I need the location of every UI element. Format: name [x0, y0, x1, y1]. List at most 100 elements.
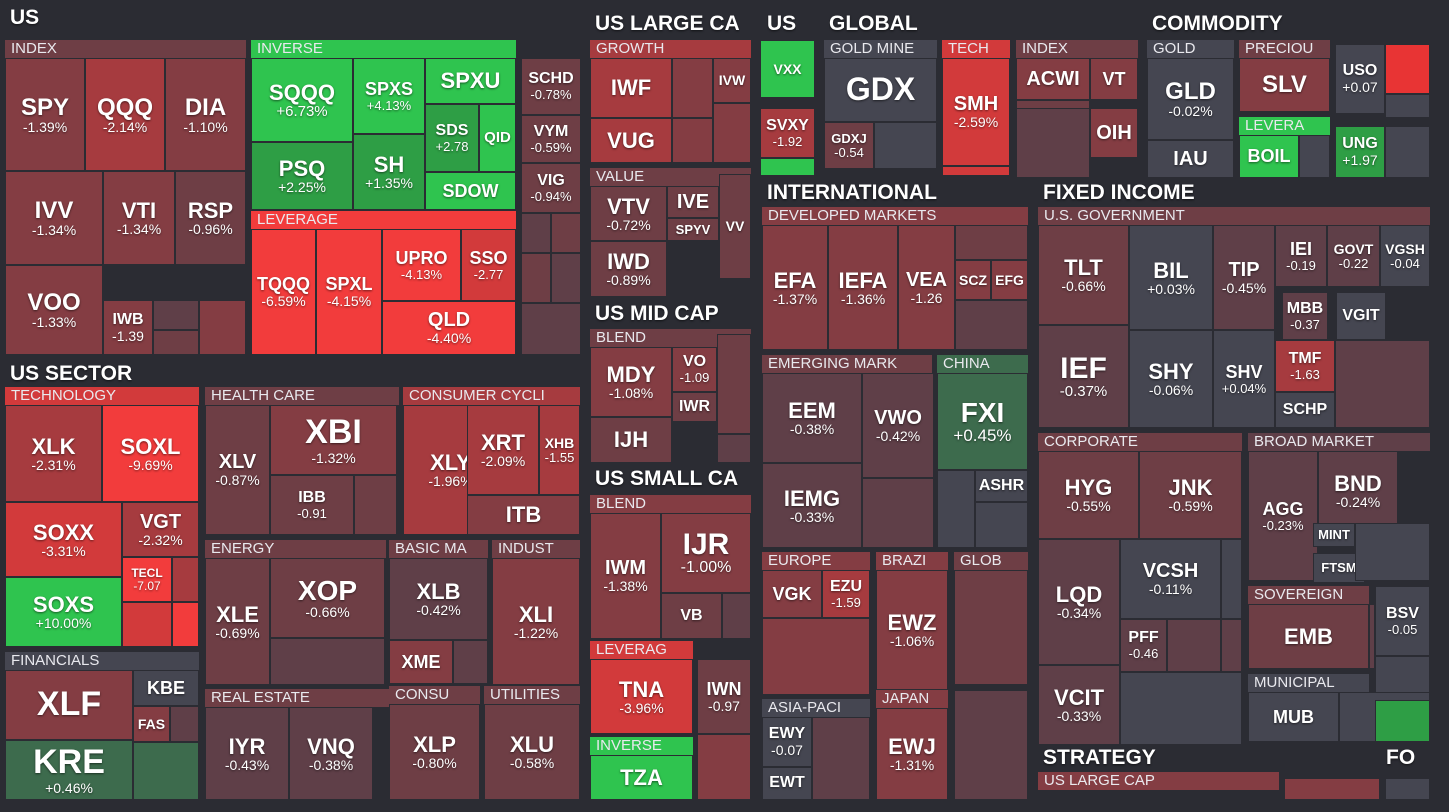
tile-ezu[interactable]: EZU -1.59 — [822, 570, 870, 618]
tile-iwf[interactable]: IWF — [590, 58, 672, 118]
tile-iemg[interactable]: IEMG -0.33% — [762, 463, 862, 548]
tile-scz[interactable]: SCZ — [955, 260, 991, 300]
tile-ewt[interactable]: EWT — [762, 767, 812, 800]
tile-gld[interactable]: GLD -0.02% — [1147, 58, 1234, 140]
tile-ief[interactable]: IEF -0.37% — [1038, 325, 1129, 428]
tile-vwo[interactable]: VWO -0.42% — [862, 373, 934, 478]
tile-vcsh[interactable]: VCSH -0.11% — [1120, 539, 1221, 619]
tile-jnk[interactable]: JNK -0.59% — [1139, 451, 1242, 539]
tile-tza[interactable]: TZA — [590, 755, 693, 800]
tile-psq[interactable]: PSQ +2.25% — [251, 142, 353, 210]
tile-iwn[interactable]: IWN -0.97 — [697, 659, 751, 734]
tile-xrt[interactable]: XRT -2.09% — [467, 405, 539, 495]
tile-efa[interactable]: EFA -1.37% — [762, 225, 828, 350]
tile-spxs[interactable]: SPXS +4.13% — [353, 58, 425, 134]
tile-sso[interactable]: SSO -2.77 — [461, 229, 516, 301]
tile-iwr[interactable]: IWR — [672, 392, 717, 422]
tile-shy[interactable]: SHY -0.06% — [1129, 330, 1213, 428]
tile-bil[interactable]: BIL +0.03% — [1129, 225, 1213, 330]
tile-qqq[interactable]: QQQ -2.14% — [85, 58, 165, 171]
tile-vig[interactable]: VIG -0.94% — [521, 163, 581, 213]
tile-iwm[interactable]: IWM -1.38% — [590, 513, 661, 639]
tile-spxu[interactable]: SPXU — [425, 58, 516, 104]
tile-vgk[interactable]: VGK — [762, 570, 822, 618]
tile-govt[interactable]: GOVT -0.22 — [1327, 225, 1380, 287]
tile-acwi[interactable]: ACWI — [1016, 58, 1090, 100]
tile-iau[interactable]: IAU — [1147, 140, 1234, 178]
tile-ewz[interactable]: EWZ -1.06% — [876, 570, 948, 690]
tile-ung[interactable]: UNG +1.97 — [1335, 126, 1385, 178]
tile-gdx[interactable]: GDX — [824, 58, 937, 122]
tile-tna[interactable]: TNA -3.96% — [590, 659, 693, 734]
tile-agg[interactable]: AGG -0.23% — [1248, 451, 1318, 581]
tile-kre[interactable]: KRE +0.46% — [5, 740, 133, 800]
tile-ivw[interactable]: IVW — [713, 58, 751, 103]
tile-smh[interactable]: SMH -2.59% — [942, 58, 1010, 166]
tile-sdow[interactable]: SDOW — [425, 172, 516, 210]
tile-vxx[interactable]: VXX — [760, 40, 815, 98]
tile-ijh[interactable]: IJH — [590, 417, 672, 463]
tile-xlb[interactable]: XLB -0.42% — [389, 558, 488, 640]
tile-shv[interactable]: SHV +0.04% — [1213, 330, 1275, 428]
tile-eem[interactable]: EEM -0.38% — [762, 373, 862, 463]
tile-spxl[interactable]: SPXL -4.15% — [316, 229, 382, 355]
tile-vtv[interactable]: VTV -0.72% — [590, 186, 667, 241]
tile-fxi[interactable]: FXI +0.45% — [937, 373, 1028, 470]
tile-uso[interactable]: USO +0.07 — [1335, 44, 1385, 114]
tile-xlp[interactable]: XLP -0.80% — [389, 704, 480, 800]
tile-vb[interactable]: VB — [661, 593, 722, 639]
tile-soxl[interactable]: SOXL -9.69% — [102, 405, 199, 502]
tile-xlv[interactable]: XLV -0.87% — [205, 405, 270, 535]
tile-vgt[interactable]: VGT -2.32% — [122, 502, 199, 557]
tile-lqd[interactable]: LQD -0.34% — [1038, 539, 1120, 665]
tile-xle[interactable]: XLE -0.69% — [205, 558, 270, 685]
tile-rsp[interactable]: RSP -0.96% — [175, 171, 246, 265]
tile-slv[interactable]: SLV — [1239, 58, 1330, 112]
tile-xbi[interactable]: XBI -1.32% — [270, 405, 397, 475]
tile-xli[interactable]: XLI -1.22% — [492, 558, 580, 685]
tile-boil[interactable]: BOIL — [1239, 135, 1299, 178]
tile-gdxj[interactable]: GDXJ -0.54 — [824, 122, 874, 169]
tile-soxx[interactable]: SOXX -3.31% — [5, 502, 122, 577]
tile-spy[interactable]: SPY -1.39% — [5, 58, 85, 171]
tile-vgit[interactable]: VGIT — [1336, 292, 1386, 340]
tile-svxy[interactable]: SVXY -1.92 — [760, 108, 815, 158]
tile-upro[interactable]: UPRO -4.13% — [382, 229, 461, 301]
tile-dia[interactable]: DIA -1.10% — [165, 58, 246, 171]
tile-itb[interactable]: ITB — [467, 495, 580, 535]
tile-iwb[interactable]: IWB -1.39 — [103, 300, 153, 355]
tile-xlu[interactable]: XLU -0.58% — [484, 704, 580, 800]
tile-schp[interactable]: SCHP — [1275, 392, 1335, 428]
tile-vug[interactable]: VUG — [590, 118, 672, 163]
tile-iyr[interactable]: IYR -0.43% — [205, 707, 289, 800]
tile-vgsh[interactable]: VGSH -0.04 — [1380, 225, 1430, 287]
tile-xme[interactable]: XME — [389, 640, 453, 684]
tile-xop[interactable]: XOP -0.66% — [270, 558, 385, 638]
tile-ashr[interactable]: ASHR — [975, 470, 1028, 502]
tile-voo[interactable]: VOO -1.33% — [5, 265, 103, 355]
tile-hyg[interactable]: HYG -0.55% — [1038, 451, 1139, 539]
tile-tqqq[interactable]: TQQQ -6.59% — [251, 229, 316, 355]
tile-sqqq[interactable]: SQQQ +6.73% — [251, 58, 353, 142]
tile-fas[interactable]: FAS — [133, 706, 170, 742]
tile-spyv[interactable]: SPYV — [667, 218, 719, 241]
tile-ibb[interactable]: IBB -0.91 — [270, 475, 354, 535]
tile-vym[interactable]: VYM -0.59% — [521, 115, 581, 163]
tile-ijr[interactable]: IJR -1.00% — [661, 513, 751, 593]
tile-tlt[interactable]: TLT -0.66% — [1038, 225, 1129, 325]
tile-bnd[interactable]: BND -0.24% — [1318, 451, 1398, 531]
tile-qld[interactable]: QLD -4.40% — [382, 301, 516, 355]
tile-vt[interactable]: VT — [1090, 58, 1138, 100]
tile-ive[interactable]: IVE — [667, 186, 719, 218]
tile-vv[interactable]: VV — [719, 174, 751, 279]
tile-ivv[interactable]: IVV -1.34% — [5, 171, 103, 265]
tile-sh[interactable]: SH +1.35% — [353, 134, 425, 210]
tile-ewy[interactable]: EWY -0.07 — [762, 717, 812, 767]
tile-iei[interactable]: IEI -0.19 — [1275, 225, 1327, 287]
tile-tmf[interactable]: TMF -1.63 — [1275, 340, 1335, 392]
tile-vea[interactable]: VEA -1.26 — [898, 225, 955, 350]
tile-schd[interactable]: SCHD -0.78% — [521, 58, 581, 115]
tile-efg[interactable]: EFG — [991, 260, 1028, 300]
tile-soxs[interactable]: SOXS +10.00% — [5, 577, 122, 647]
tile-bsv[interactable]: BSV -0.05 — [1375, 586, 1430, 656]
